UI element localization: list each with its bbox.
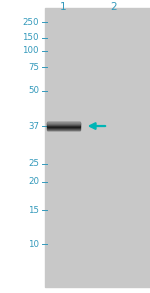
Text: 15: 15 [28,206,39,214]
Text: 150: 150 [22,33,39,42]
Bar [46,123,80,124]
Text: 250: 250 [22,18,39,27]
Text: 25: 25 [28,159,39,168]
Text: 75: 75 [28,63,39,72]
Bar [46,129,80,130]
Bar [46,125,80,126]
Text: 20: 20 [28,177,39,186]
Bar [46,124,80,125]
Bar [46,127,80,128]
Text: 1: 1 [60,2,66,12]
Text: 100: 100 [22,47,39,55]
Bar [45,8,150,287]
Text: 2: 2 [111,2,117,12]
Bar [46,126,80,127]
Text: 10: 10 [28,240,39,249]
Bar [46,123,80,124]
Bar [46,122,80,123]
Text: 37: 37 [28,122,39,130]
Text: 50: 50 [28,86,39,95]
Bar [46,128,80,129]
